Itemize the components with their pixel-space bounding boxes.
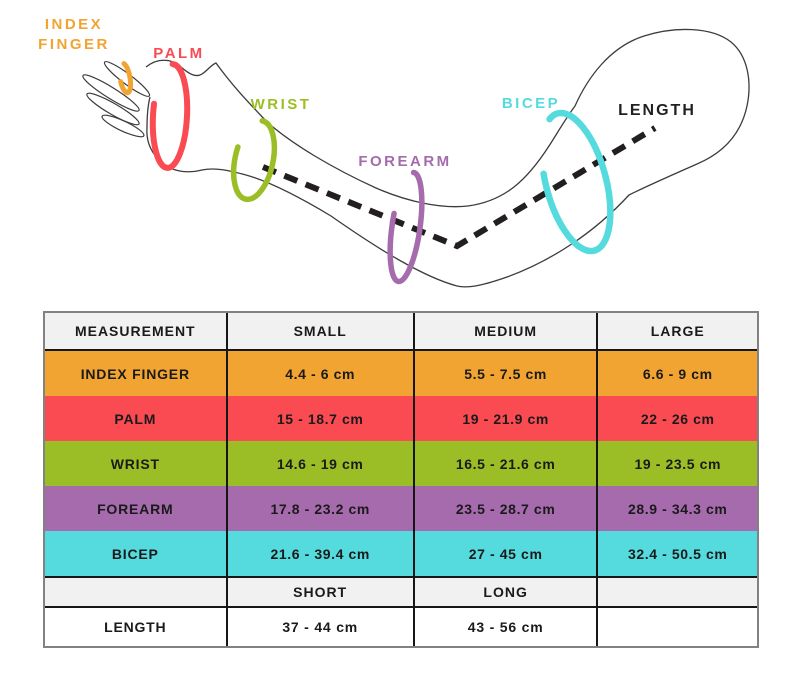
table-row-wrist: WRIST 14.6 - 19 cm 16.5 - 21.6 cm 19 - 2… (45, 441, 757, 486)
value-medium: 5.5 - 7.5 cm (412, 350, 598, 396)
row-label: WRIST (110, 455, 160, 472)
value-large: 6.6 - 9 cm (596, 350, 757, 396)
table-header-row: MEASUREMENT SMALL MEDIUM LARGE (45, 313, 757, 350)
middle-finger-outline (82, 74, 140, 112)
forearm-label: FOREARM (358, 153, 451, 170)
header-small: SMALL (225, 313, 414, 350)
bicep-label: BICEP (502, 95, 560, 112)
row-label: FOREARM (97, 500, 174, 517)
value-small: 17.8 - 23.2 cm (225, 486, 414, 531)
value-medium: 27 - 45 cm (412, 531, 598, 577)
length-dashed-line (261, 125, 657, 250)
length-header-row: SHORT LONG (45, 577, 757, 607)
arm-measurement-diagram: INDEX FINGER PALM WRIST FOREARM BICEP LE… (38, 16, 750, 288)
row-label: PALM (114, 410, 157, 427)
table-row-palm: PALM 15 - 18.7 cm 19 - 21.9 cm 22 - 26 c… (45, 396, 757, 441)
value-medium: 16.5 - 21.6 cm (412, 441, 598, 486)
value-medium: 23.5 - 28.7 cm (412, 486, 598, 531)
subheader-short: SHORT (225, 577, 414, 607)
hand-fingers (82, 61, 151, 138)
palm-label: PALM (153, 45, 204, 62)
subheader-long: LONG (412, 577, 598, 607)
table-row-forearm: FOREARM 17.8 - 23.2 cm 23.5 - 28.7 cm 28… (45, 486, 757, 531)
row-label: LENGTH (45, 607, 227, 646)
empty-cell (596, 607, 757, 646)
wrist-ring (230, 117, 278, 203)
index-finger-label-line2: FINGER (38, 36, 110, 53)
value-medium: 19 - 21.9 cm (412, 396, 598, 441)
value-small: 14.6 - 19 cm (225, 441, 414, 486)
table-row-length: LENGTH 37 - 44 cm 43 - 56 cm (45, 607, 757, 646)
row-label: BICEP (111, 545, 159, 562)
value-small: 4.4 - 6 cm (225, 350, 414, 396)
subheader-empty-cell (45, 577, 227, 607)
index-finger-ring (116, 60, 134, 96)
header-measurement: MEASUREMENT (45, 313, 227, 350)
table-row-index-finger: INDEX FINGER 4.4 - 6 cm 5.5 - 7.5 cm 6.6… (45, 350, 757, 396)
value-small: 15 - 18.7 cm (225, 396, 414, 441)
value-long: 43 - 56 cm (412, 607, 598, 646)
subheader-empty-cell (596, 577, 757, 607)
bicep-ring (538, 109, 614, 255)
size-table: MEASUREMENT SMALL MEDIUM LARGE INDEX FIN… (43, 311, 759, 648)
header-medium: MEDIUM (412, 313, 598, 350)
wrist-label: WRIST (251, 96, 312, 113)
value-small: 21.6 - 39.4 cm (225, 531, 414, 577)
value-large: 28.9 - 34.3 cm (596, 486, 757, 531)
value-short: 37 - 44 cm (225, 607, 414, 646)
row-label: INDEX FINGER (80, 365, 190, 382)
value-large: 19 - 23.5 cm (596, 441, 757, 486)
value-large: 22 - 26 cm (596, 396, 757, 441)
forearm-ring (387, 169, 425, 285)
header-large: LARGE (596, 313, 757, 350)
index-finger-label-line1: INDEX (45, 16, 103, 33)
length-label: LENGTH (618, 102, 696, 119)
table-row-bicep: BICEP 21.6 - 39.4 cm 27 - 45 cm 32.4 - 5… (45, 531, 757, 577)
value-large: 32.4 - 50.5 cm (596, 531, 757, 577)
palm-ring (149, 61, 191, 171)
ring-finger-outline (86, 92, 140, 126)
